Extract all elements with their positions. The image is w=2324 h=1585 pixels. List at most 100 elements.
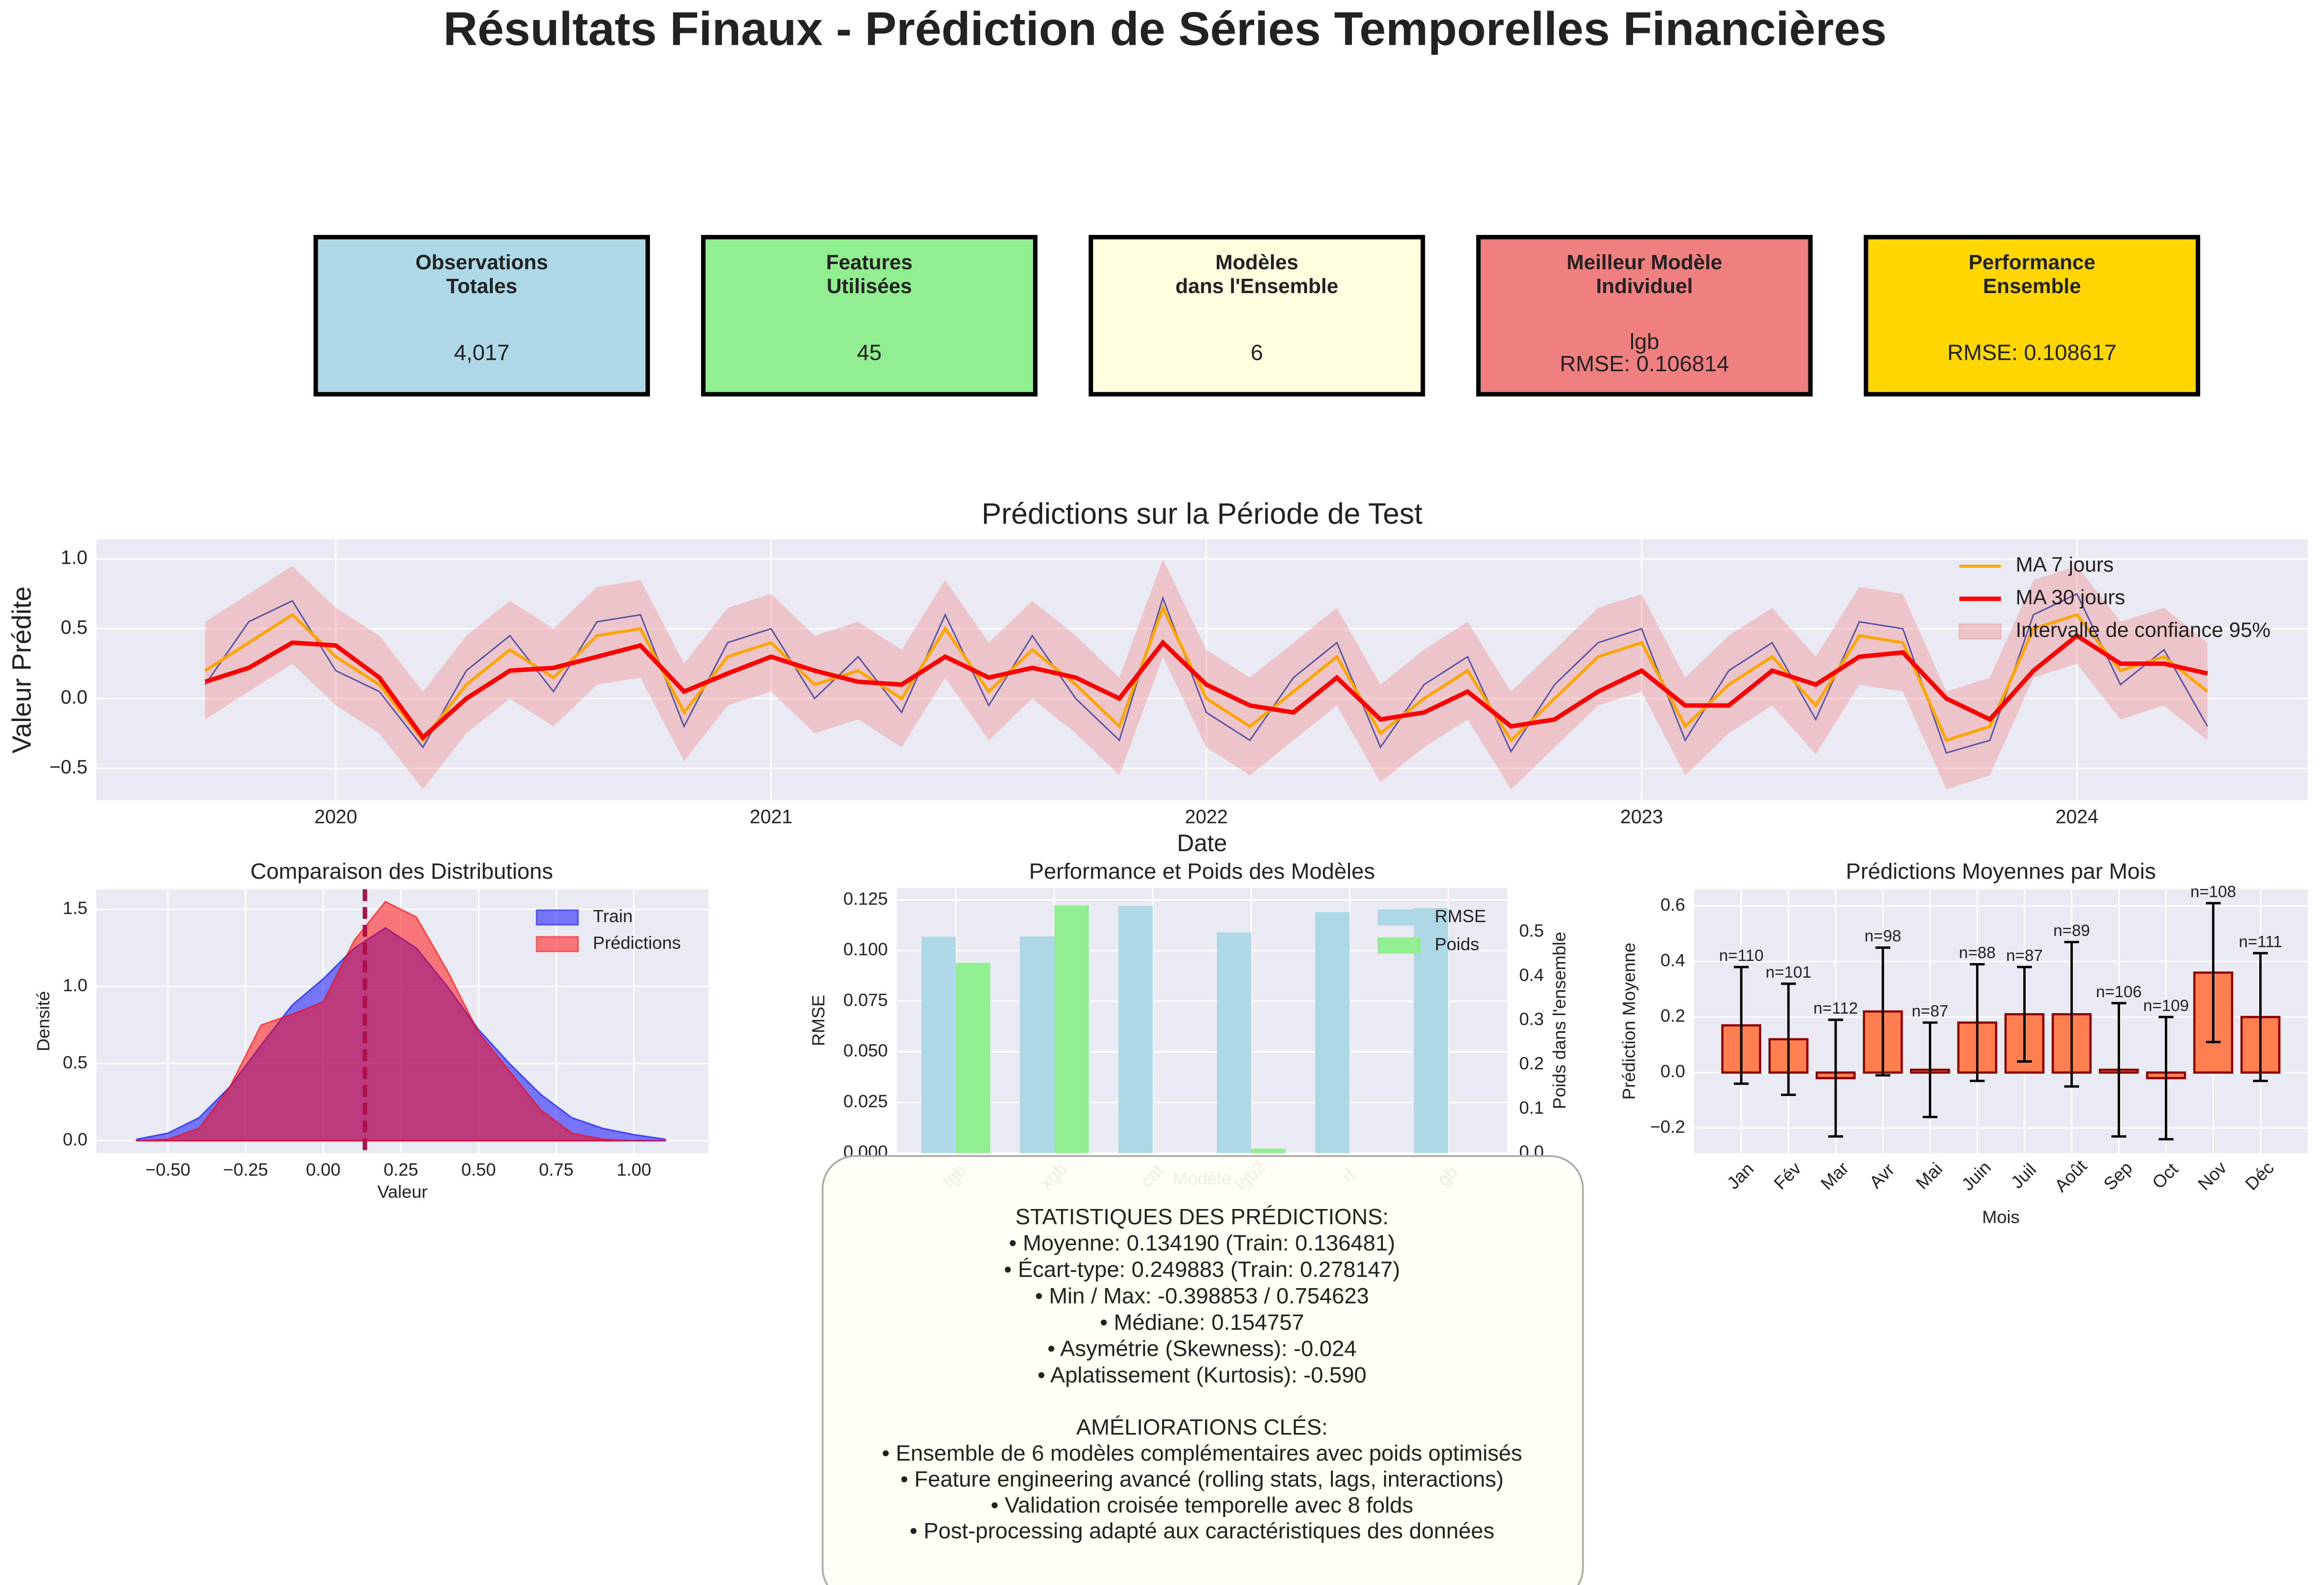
count-label: n=108 — [2191, 883, 2236, 901]
x-tick-label: 2021 — [750, 805, 792, 827]
y-tick-label: 0.0 — [1661, 1061, 1685, 1081]
error-bar — [1875, 946, 1890, 1077]
bar — [1251, 1148, 1286, 1153]
card-title: Totales — [446, 275, 517, 298]
error-bar — [2158, 1016, 2174, 1141]
chart-title: Prédictions sur la Période de Test — [982, 498, 1422, 530]
card-title: Ensemble — [1983, 275, 2081, 298]
count-label: n=101 — [1766, 963, 1811, 981]
stats-line: STATISTIQUES DES PRÉDICTIONS: — [1015, 1204, 1389, 1229]
y2-tick-label: 0.1 — [1519, 1097, 1544, 1118]
bar — [1020, 936, 1055, 1153]
x-tick-label: 0.75 — [539, 1159, 574, 1179]
y-tick-label: 0.4 — [1661, 950, 1685, 970]
x-tick-label: 2022 — [1185, 805, 1228, 827]
improvement-line: AMÉLIORATIONS CLÉS: — [1076, 1415, 1328, 1440]
stats-box — [822, 1155, 1584, 1585]
x-tick-label: 2024 — [2056, 805, 2099, 827]
bar — [1054, 905, 1089, 1153]
series-line — [204, 593, 2208, 754]
x-tick-label: −0.50 — [145, 1159, 190, 1179]
x-tick-label: 2020 — [315, 805, 357, 827]
card — [1476, 234, 1813, 396]
x-axis-label: Valeur — [377, 1182, 427, 1202]
legend-patch — [1378, 909, 1421, 926]
y-tick-label: 0.6 — [1661, 894, 1685, 914]
y-tick-label: 0.0 — [61, 686, 87, 708]
y-tick-label: −0.5 — [50, 756, 88, 778]
series-line — [204, 633, 2208, 741]
error-bar — [2017, 965, 2032, 1063]
chart-title: Performance et Poids des Modèles — [1029, 859, 1375, 884]
error-bar — [1734, 965, 1749, 1085]
card-title: Modèles — [1215, 251, 1298, 274]
card — [1088, 234, 1425, 396]
card-value: RMSE: 0.108617 — [1948, 340, 2117, 365]
x-axis-label: Date — [1177, 830, 1227, 856]
stats-line: • Asymétrie (Skewness): -0.024 — [1047, 1336, 1357, 1361]
error-bar — [2111, 1002, 2127, 1138]
count-label: n=88 — [1959, 944, 1996, 962]
improvement-line: • Feature engineering avancé (rolling st… — [901, 1466, 1504, 1491]
improvement-line: • Ensemble de 6 modèles complémentaires … — [882, 1441, 1522, 1465]
y-tick-label: 0.075 — [843, 990, 888, 1010]
card-title: Features — [826, 251, 913, 274]
count-label: n=110 — [1719, 947, 1764, 965]
y-tick-label: 0.2 — [1661, 1006, 1685, 1026]
stats-line: • Moyenne: 0.134190 (Train: 0.136481) — [1009, 1230, 1395, 1255]
stats-line: • Min / Max: -0.398853 / 0.754623 — [1035, 1283, 1369, 1308]
card-title: Utilisées — [827, 275, 912, 298]
error-bar — [1922, 1021, 1938, 1118]
count-label: n=89 — [2053, 922, 2090, 940]
y2-tick-label: 0.2 — [1519, 1053, 1544, 1073]
plot-area — [96, 539, 2308, 801]
y-tick-label: 0.5 — [61, 616, 87, 638]
stats-line: • Médiane: 0.154757 — [1100, 1310, 1304, 1334]
y-axis-label: Valeur Prédite — [7, 587, 37, 754]
x-tick-label: 2023 — [1620, 805, 1663, 827]
error-bar — [1969, 963, 1985, 1082]
y-axis-label: Prédiction Moyenne — [1619, 943, 1639, 1100]
error-bar — [2253, 952, 2268, 1082]
y-tick-label: 1.5 — [63, 898, 88, 918]
x-tick-label: 0.25 — [384, 1159, 418, 1179]
chart-title: Prédictions Moyennes par Mois — [1846, 859, 2156, 884]
count-label: n=87 — [1912, 1002, 1949, 1020]
improvement-line: • Post-processing adapté aux caractérist… — [910, 1518, 1494, 1543]
card-title: Meilleur Modèle — [1567, 251, 1723, 274]
x-tick-label: 0.50 — [461, 1159, 496, 1179]
error-bar — [1828, 1018, 1843, 1138]
y-tick-label: 1.0 — [63, 975, 88, 995]
count-label: n=112 — [1813, 999, 1858, 1017]
count-label: n=98 — [1865, 927, 1901, 945]
dashboard-title: Résultats Finaux - Prédiction de Séries … — [443, 3, 1887, 56]
y-axis-label: RMSE — [808, 995, 828, 1046]
bar — [921, 936, 956, 1153]
bar — [1217, 932, 1251, 1153]
y-tick-label: 0.5 — [63, 1052, 88, 1072]
y-tick-label: 0.100 — [843, 939, 888, 959]
plot-area — [896, 887, 1508, 1153]
x-tick-label: −0.25 — [223, 1159, 268, 1179]
y2-tick-label: 0.4 — [1519, 965, 1544, 985]
legend-label: Prédictions — [593, 933, 681, 953]
stats-line: • Aplatissement (Kurtosis): -0.590 — [1037, 1362, 1366, 1387]
card-title: Observations — [416, 251, 548, 274]
y-tick-label: −0.2 — [1650, 1117, 1685, 1137]
card-value: 6 — [1251, 340, 1263, 365]
card-title: Performance — [1969, 251, 2095, 274]
y2-axis-label: Poids dans l'ensemble — [1549, 932, 1569, 1109]
card-value: lgb — [1630, 329, 1659, 354]
y-tick-label: 0.050 — [843, 1040, 888, 1060]
x-tick-label: 1.00 — [617, 1159, 651, 1179]
legend-patch — [536, 909, 579, 926]
improvement-line: • Validation croisée temporelle avec 8 f… — [991, 1493, 1413, 1517]
legend-label: Intervalle de confiance 95% — [2016, 619, 2271, 641]
x-axis-label: Mois — [1982, 1207, 2020, 1227]
y-axis-label: Densité — [33, 991, 53, 1052]
legend-label: Train — [593, 906, 633, 926]
card — [701, 234, 1038, 396]
y2-tick-label: 0.5 — [1519, 921, 1544, 941]
